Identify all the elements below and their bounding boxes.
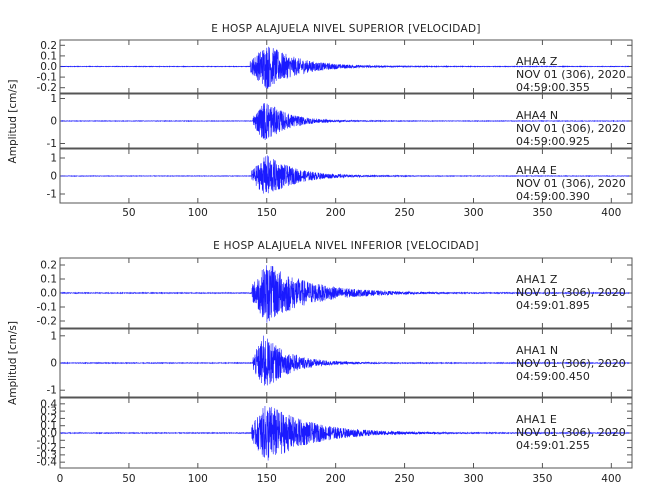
y-tick-label: 0.1	[40, 420, 57, 432]
station-component-label: AHA1 Z	[516, 273, 558, 286]
chart-title: E HOSP ALAJUELA NIVEL SUPERIOR [VELOCIDA…	[211, 23, 480, 35]
record-date: NOV 01 (306), 2020	[516, 68, 626, 81]
station-component-label: AHA4 Z	[516, 55, 558, 68]
y-tick-label: 0.0	[40, 288, 57, 300]
record-time: 04:59:00.390	[516, 190, 590, 203]
y-tick-label: 0	[50, 171, 57, 183]
x-tick-label: 350	[532, 207, 552, 219]
x-tick-label: 150	[257, 473, 277, 485]
y-tick-label: 0	[50, 116, 57, 128]
x-tick-label: 200	[326, 207, 346, 219]
x-tick-label: 100	[188, 473, 208, 485]
y-tick-label: 0.1	[40, 50, 57, 62]
station-component-label: AHA1 N	[516, 344, 558, 357]
y-tick-label: -0.1	[37, 435, 58, 447]
x-tick-label: 350	[532, 473, 552, 485]
x-tick-label: 100	[188, 207, 208, 219]
chart-upper: E HOSP ALAJUELA NIVEL SUPERIOR [VELOCIDA…	[7, 23, 633, 219]
chart-title: E HOSP ALAJUELA NIVEL INFERIOR [VELOCIDA…	[213, 240, 479, 252]
station-component-label: AHA4 E	[516, 164, 557, 177]
y-tick-label: 0.2	[40, 40, 57, 52]
y-tick-label: -1	[47, 138, 57, 150]
y-tick-label: 1	[50, 93, 57, 105]
y-tick-label: 0.4	[40, 398, 57, 410]
y-tick-label: -0.2	[37, 82, 58, 94]
record-time: 04:59:00.355	[516, 81, 590, 94]
x-tick-label: 300	[463, 473, 483, 485]
record-date: NOV 01 (306), 2020	[516, 357, 626, 370]
x-tick-label: 250	[395, 207, 415, 219]
x-tick-label: 300	[463, 207, 483, 219]
record-time: 04:59:01.895	[516, 299, 590, 312]
waveform-trace	[60, 265, 630, 323]
waveform-trace	[60, 155, 630, 194]
y-tick-label: 0	[50, 358, 57, 370]
y-tick-label: -1	[47, 189, 57, 201]
trace-panel-aha1-e: -0.4-0.3-0.2-0.10.00.10.20.30.4 AHA1 ENOV…	[37, 397, 633, 469]
waveform-trace	[60, 335, 630, 386]
y-tick-label: 1	[50, 330, 57, 342]
record-time: 04:59:00.925	[516, 135, 590, 148]
y-tick-label: 0.2	[40, 413, 57, 425]
x-tick-label: 50	[122, 207, 135, 219]
record-date: NOV 01 (306), 2020	[516, 286, 626, 299]
y-tick-label: -0.3	[37, 449, 58, 461]
y-tick-label: 0.1	[40, 274, 57, 286]
y-axis-label: Amplitud [cm/s]	[7, 321, 19, 405]
y-tick-label: -0.2	[37, 316, 58, 328]
y-tick-label: -0.1	[37, 72, 58, 84]
x-tick-label: 50	[122, 473, 135, 485]
x-tick-label: 400	[601, 207, 621, 219]
record-time: 04:59:01.255	[516, 439, 590, 452]
waveform-trace	[60, 406, 630, 461]
waveform-trace	[60, 103, 630, 141]
y-tick-label: 0.3	[40, 406, 57, 418]
x-tick-label: 200	[326, 473, 346, 485]
y-tick-label: -0.2	[37, 442, 58, 454]
y-tick-label: -0.1	[37, 302, 58, 314]
station-component-label: AHA4 N	[516, 109, 558, 122]
y-tick-label: 0.2	[40, 260, 57, 272]
x-tick-label: 400	[601, 473, 621, 485]
x-tick-label: 0	[57, 473, 64, 485]
y-tick-label: -1	[47, 385, 57, 397]
y-tick-label: 0.0	[40, 61, 57, 73]
chart-lower: E HOSP ALAJUELA NIVEL INFERIOR [VELOCIDA…	[7, 240, 633, 485]
record-date: NOV 01 (306), 2020	[516, 426, 626, 439]
y-tick-label: 1	[50, 153, 57, 165]
y-tick-label: 0.0	[40, 428, 57, 440]
record-date: NOV 01 (306), 2020	[516, 122, 626, 135]
record-time: 04:59:00.450	[516, 370, 590, 383]
x-tick-label: 250	[395, 473, 415, 485]
record-date: NOV 01 (306), 2020	[516, 177, 626, 190]
x-tick-label: 150	[257, 207, 277, 219]
waveform-trace	[60, 46, 630, 89]
y-axis-label: Amplitud [cm/s]	[7, 80, 19, 164]
y-tick-label: -0.4	[37, 457, 58, 469]
station-component-label: AHA1 E	[516, 413, 557, 426]
